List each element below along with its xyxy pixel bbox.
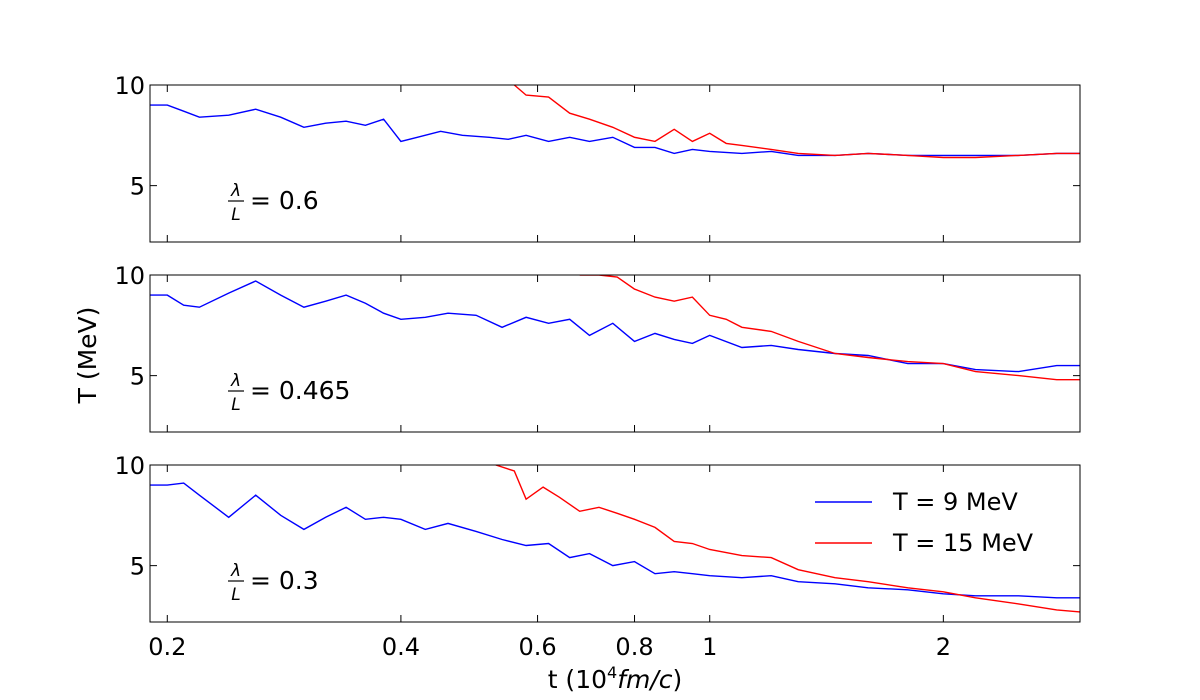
panel-2-label: λL = 0.465 (228, 371, 350, 415)
x-tick-label: 0.4 (382, 633, 420, 661)
panel-label-numerator: λ (230, 181, 241, 201)
panel-label-denominator: L (231, 395, 240, 415)
x-tick-label: 0.6 (518, 633, 556, 661)
panel-2-series-t9 (150, 280, 1080, 373)
x-tick-label: 2 (936, 633, 951, 661)
panel-label-numerator: λ (230, 561, 241, 581)
panel-label-value: = 0.3 (250, 566, 319, 595)
panel-3-series-t9 (150, 482, 1080, 599)
panel-3-y-tick-label: 5 (130, 553, 145, 581)
y-axis-label: T (MeV) (73, 307, 102, 405)
panel-3: 0.2 0.4 0.6 0.8 1 2 5 10 λL = 0.3 (114, 452, 1081, 661)
x-tick-label: 0.2 (148, 633, 186, 661)
legend-label-t15: T = 15 MeV (892, 529, 1034, 557)
panel-label-denominator: L (231, 205, 240, 225)
panel-1-frame (149, 84, 1081, 243)
panel-2: 5 10 λL = 0.465 (114, 262, 1081, 433)
panel-1-label: λL = 0.6 (228, 181, 319, 225)
panel-3-label: λL = 0.3 (228, 561, 319, 605)
x-tick-label: 0.8 (615, 633, 653, 661)
panel-1-series-t9 (150, 104, 1080, 157)
panel-3-series-t15 (495, 465, 1080, 613)
panel-1-series-t15 (513, 85, 1080, 159)
panel-3-y-tick-label: 10 (114, 452, 145, 480)
x-axis-label-prefix: t (10 (548, 665, 607, 694)
legend-label-t9: T = 9 MeV (892, 488, 1018, 516)
panel-1-y-tick-label: 10 (114, 72, 145, 100)
x-axis-label-suffix: ) (673, 665, 683, 694)
panel-label-value: = 0.465 (250, 376, 350, 405)
panel-1-y-tick-label: 5 (130, 173, 145, 201)
panel-label-value: = 0.6 (250, 186, 319, 215)
panel-2-y-tick-label: 10 (114, 262, 145, 290)
panel-3-frame (149, 464, 1081, 623)
panel-label-numerator: λ (230, 371, 241, 391)
x-axis-label-exponent: 4 (607, 663, 617, 682)
panel-2-frame (149, 274, 1081, 433)
panel-label-denominator: L (231, 585, 240, 605)
x-axis-label: t (104fm/c) (548, 663, 683, 694)
x-tick-label: 1 (702, 633, 717, 661)
x-axis-label-unit: fm/c (617, 665, 673, 694)
panel-1: 5 10 λL = 0.6 (114, 72, 1081, 243)
panel-2-series-t15 (579, 275, 1080, 381)
panel-2-y-tick-label: 5 (130, 363, 145, 391)
legend: T = 9 MeV T = 15 MeV (815, 488, 1034, 557)
